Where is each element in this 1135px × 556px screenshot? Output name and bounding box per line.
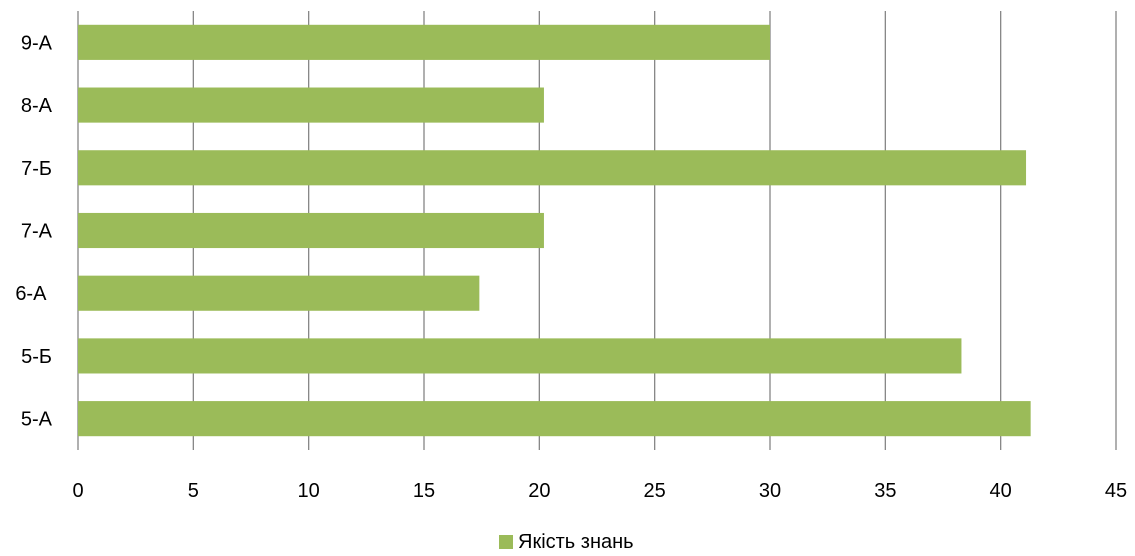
x-tick-label: 45 <box>1105 480 1127 502</box>
x-tick-label: 10 <box>298 480 320 502</box>
y-category-label: 5-А <box>21 409 53 431</box>
x-tick-label: 35 <box>874 480 896 502</box>
y-category-label: 8-А <box>21 95 53 117</box>
bar <box>78 275 480 311</box>
y-category-label: 5-Б <box>21 346 52 368</box>
y-category-label: 9-А <box>21 32 53 54</box>
y-category-label: 7-Б <box>21 158 52 180</box>
legend: Якість знань <box>499 531 634 553</box>
bar <box>78 212 544 249</box>
bars <box>78 24 1031 437</box>
x-tick-label: 20 <box>528 480 550 502</box>
x-tick-label: 30 <box>759 480 781 502</box>
y-category-label: 7-А <box>21 221 53 243</box>
bar <box>78 24 770 60</box>
y-axis: 9-А 8-А 7-Б 7-А 6-А 5-Б 5-А <box>15 32 52 430</box>
bar <box>78 87 544 123</box>
legend-label: Якість знань <box>518 531 634 551</box>
x-tick-label: 5 <box>188 480 199 502</box>
bar <box>78 401 1031 437</box>
legend-swatch <box>499 535 513 549</box>
bar <box>78 150 1027 186</box>
x-axis: 0 5 10 15 20 25 30 35 40 45 <box>72 480 1127 502</box>
bar <box>78 338 962 374</box>
x-tick-label: 0 <box>72 480 83 502</box>
x-tick-label: 15 <box>413 480 435 502</box>
x-tick-label: 25 <box>644 480 666 502</box>
y-category-label: 6-А <box>15 283 52 305</box>
x-tick-label: 40 <box>990 480 1012 502</box>
